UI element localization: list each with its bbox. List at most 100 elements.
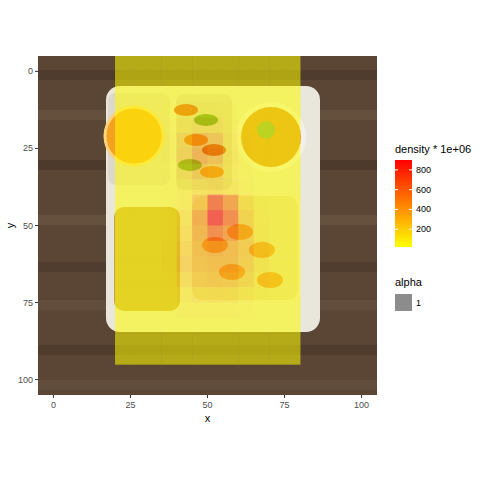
density-cell xyxy=(115,226,131,242)
density-cell xyxy=(223,179,239,195)
density-cell xyxy=(269,333,285,349)
density-cell xyxy=(146,195,162,211)
density-cell xyxy=(208,303,224,319)
density-cell xyxy=(223,349,239,365)
density-cell xyxy=(269,148,285,164)
density-cell xyxy=(269,226,285,242)
density-cell xyxy=(130,256,146,272)
density-cell xyxy=(146,333,162,349)
density-cell xyxy=(192,333,208,349)
density-cell xyxy=(130,102,146,118)
tray xyxy=(106,86,320,332)
density-cell xyxy=(130,179,146,195)
density-cell xyxy=(161,87,177,103)
density-cell xyxy=(254,56,270,72)
density-cell xyxy=(146,164,162,180)
density-cell xyxy=(161,349,177,365)
density-cell xyxy=(238,272,254,288)
density-cell xyxy=(177,210,193,226)
density-cell xyxy=(223,303,239,319)
density-cell xyxy=(161,333,177,349)
colorbar-tick xyxy=(409,209,412,210)
x-axis-title: x xyxy=(205,412,211,424)
density-cell xyxy=(238,303,254,319)
wood xyxy=(38,56,377,395)
density-cell xyxy=(192,118,208,134)
density-cell xyxy=(223,256,239,272)
density-cell xyxy=(146,56,162,72)
density-cell xyxy=(238,226,254,242)
density-cell xyxy=(115,164,131,180)
density-cell xyxy=(177,333,193,349)
density-cell xyxy=(269,133,285,149)
background xyxy=(0,0,480,480)
y-tick-label: 25 xyxy=(23,143,33,153)
colorbar-label: 200 xyxy=(416,224,431,234)
density-cell xyxy=(223,241,239,257)
density-cell xyxy=(223,118,239,134)
density-cell xyxy=(177,133,193,149)
density-cell xyxy=(223,102,239,118)
density-cell xyxy=(254,318,270,334)
y-tick xyxy=(35,71,38,72)
density-cell xyxy=(254,148,270,164)
density-cell xyxy=(208,118,224,134)
density-cell xyxy=(177,318,193,334)
density-cell xyxy=(208,287,224,303)
density-cell xyxy=(115,87,131,103)
density-cell xyxy=(269,287,285,303)
density-cell xyxy=(223,287,239,303)
density-cell xyxy=(269,118,285,134)
density-cell xyxy=(269,241,285,257)
density-cell xyxy=(269,71,285,87)
density-cell xyxy=(130,56,146,72)
density-cell xyxy=(285,195,301,211)
density-cell xyxy=(130,210,146,226)
density-cell xyxy=(208,87,224,103)
density-cell xyxy=(115,179,131,195)
density-cell xyxy=(177,87,193,103)
density-cell xyxy=(192,318,208,334)
density-cell xyxy=(269,102,285,118)
density-cell xyxy=(238,241,254,257)
density-cell xyxy=(161,272,177,288)
density-cell xyxy=(161,303,177,319)
density-cell xyxy=(146,87,162,103)
density-cell xyxy=(161,148,177,164)
density-cell xyxy=(146,256,162,272)
density-cell xyxy=(177,287,193,303)
density-cell xyxy=(238,318,254,334)
wood-grain xyxy=(38,380,377,390)
density-cell xyxy=(192,210,208,226)
rice xyxy=(192,196,298,300)
density-cell xyxy=(177,56,193,72)
density-cell xyxy=(146,102,162,118)
colorbar xyxy=(395,160,412,247)
density-cell xyxy=(208,148,224,164)
y-axis-title: y xyxy=(4,222,16,228)
density-cell xyxy=(177,102,193,118)
density-cell xyxy=(285,56,301,72)
density-cell xyxy=(208,333,224,349)
density-cell xyxy=(285,71,301,87)
bread xyxy=(114,207,180,311)
density-cell xyxy=(115,102,131,118)
density-cell xyxy=(177,148,193,164)
density-cell xyxy=(254,195,270,211)
density-cell xyxy=(269,349,285,365)
colorbar-tick xyxy=(395,229,398,230)
density-cell xyxy=(146,118,162,134)
density-cell xyxy=(192,256,208,272)
density-cell xyxy=(192,87,208,103)
density-cell xyxy=(269,318,285,334)
density-cell xyxy=(223,133,239,149)
density-cell xyxy=(238,102,254,118)
density-cell xyxy=(238,210,254,226)
colorbar-tick xyxy=(409,189,412,190)
density-cell xyxy=(115,318,131,334)
y-tick-label: 100 xyxy=(18,375,33,385)
bowl xyxy=(236,102,306,172)
x-tick-label: 25 xyxy=(125,400,135,410)
density-cell xyxy=(146,210,162,226)
density-cell xyxy=(115,71,131,87)
